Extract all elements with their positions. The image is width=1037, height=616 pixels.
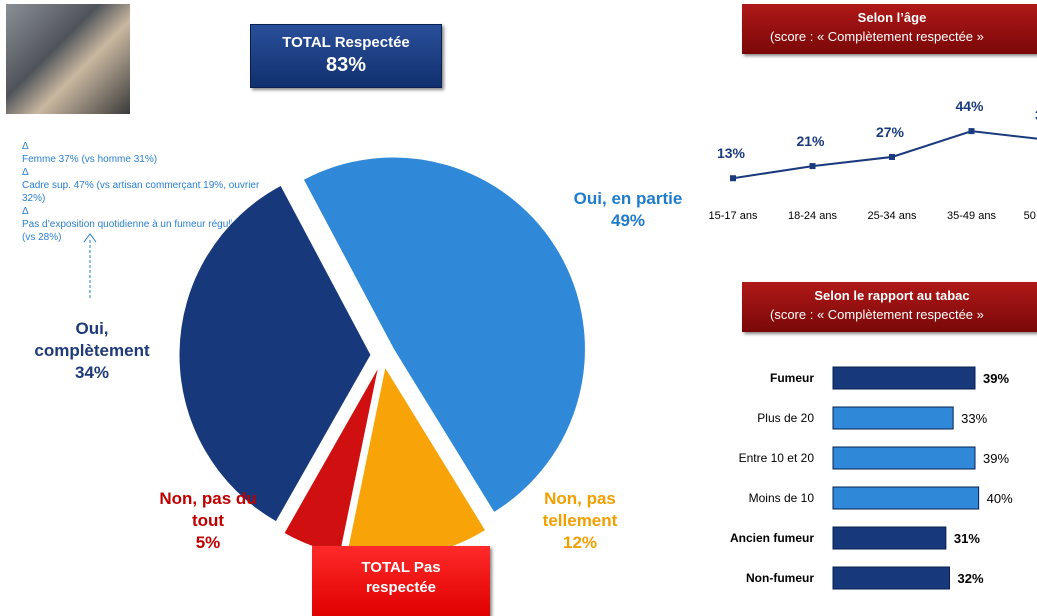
note-text: Femme 37% (vs homme 31%)	[22, 154, 158, 165]
value-label: 32%	[958, 571, 984, 586]
chart-subtitle: (score : « Complètement respectée »	[770, 307, 984, 322]
age-header: Selon l’âge (score : « Complètement resp…	[742, 4, 1037, 54]
note-marker: Δ	[22, 141, 29, 152]
x-tick-label: 15-17 ans	[709, 210, 758, 222]
y-tick-label: Non-fumeur	[746, 571, 814, 585]
slice-label: Non, pas tellement 12%	[525, 488, 635, 554]
value-label: 39%	[983, 371, 1009, 386]
photo	[6, 4, 130, 114]
slice-label: Oui, en partie 49%	[548, 188, 708, 232]
value-label: 13%	[717, 145, 746, 161]
total-not-respected-box: TOTAL Pas respectée	[312, 546, 490, 616]
chart-subtitle: (score : « Complètement respectée »	[770, 29, 984, 44]
total-label: TOTAL Pas respectée	[361, 559, 441, 596]
y-tick-label: Entre 10 et 20	[739, 451, 815, 465]
value-label: 33%	[961, 411, 987, 426]
value-label: 21%	[796, 133, 825, 149]
slice-name: Oui, complètement	[34, 319, 150, 360]
slice-label: Oui, complètement 34%	[22, 318, 162, 384]
x-tick-label: 25-34 ans	[868, 210, 917, 222]
bar	[832, 366, 976, 390]
total-label: TOTAL Respectée	[282, 34, 410, 51]
bar	[832, 446, 976, 470]
value-label: 40%	[987, 491, 1013, 506]
value-label: 39%	[983, 451, 1009, 466]
x-tick-label: 50 ans et +	[1024, 210, 1037, 222]
x-tick-label: 18-24 ans	[788, 210, 837, 222]
y-tick-label: Plus de 20	[757, 411, 814, 425]
note-item: Δ Cadre sup. 47% (vs artisan commerçant 1…	[6, 166, 266, 205]
pie-slice	[178, 184, 372, 523]
slice-value: 12%	[562, 533, 598, 552]
pie-slice	[302, 156, 586, 514]
arrow-head	[83, 233, 97, 243]
marker	[889, 153, 895, 160]
value-label: 27%	[876, 124, 905, 140]
tabac-header: Selon le rapport au tabac (score : « Com…	[742, 282, 1037, 332]
note-marker: Δ	[22, 167, 29, 178]
bar	[832, 566, 951, 590]
slice-value: 34%	[74, 363, 110, 382]
note-item: Δ Femme 37% (vs homme 31%)	[6, 140, 266, 166]
slice-label: Non, pas du tout 5%	[148, 488, 268, 554]
bar	[832, 486, 980, 510]
y-tick-label: Fumeur	[770, 371, 814, 385]
marker	[730, 175, 736, 182]
y-tick-label: Ancien fumeur	[730, 531, 814, 545]
slice-name: Non, pas du tout	[159, 489, 257, 530]
chart-title: Selon l’âge	[857, 10, 927, 25]
bar	[832, 406, 954, 430]
x-tick-label: 35-49 ans	[947, 210, 996, 222]
note-text: Pas d’exposition quotidienne à un fumeur…	[22, 219, 265, 243]
slice-name: Oui, en partie	[573, 189, 683, 208]
value-label: 38%	[1035, 107, 1037, 123]
value-label: 31%	[954, 531, 980, 546]
slice-value: 5%	[195, 533, 221, 552]
note-text: Cadre sup. 47% (vs artisan commerçant 19…	[22, 180, 260, 204]
note-item: Δ Pas d’exposition quotidienne à un fumeu…	[6, 205, 266, 244]
marker	[968, 128, 975, 135]
y-tick-label: Moins de 10	[749, 491, 815, 505]
slice-value: 49%	[610, 211, 646, 230]
marker	[809, 163, 816, 170]
total-respected-box: TOTAL Respectée 83%	[250, 24, 442, 88]
bar	[832, 526, 947, 550]
slice-name: Non, pas tellement	[542, 489, 618, 530]
note-marker: Δ	[22, 206, 29, 217]
notes: Δ Femme 37% (vs homme 31%) Δ Cadre sup. 47%…	[6, 140, 266, 244]
chart-title: Selon le rapport au tabac	[814, 288, 970, 303]
value-label: 44%	[955, 98, 984, 114]
total-value: 83%	[325, 54, 367, 76]
